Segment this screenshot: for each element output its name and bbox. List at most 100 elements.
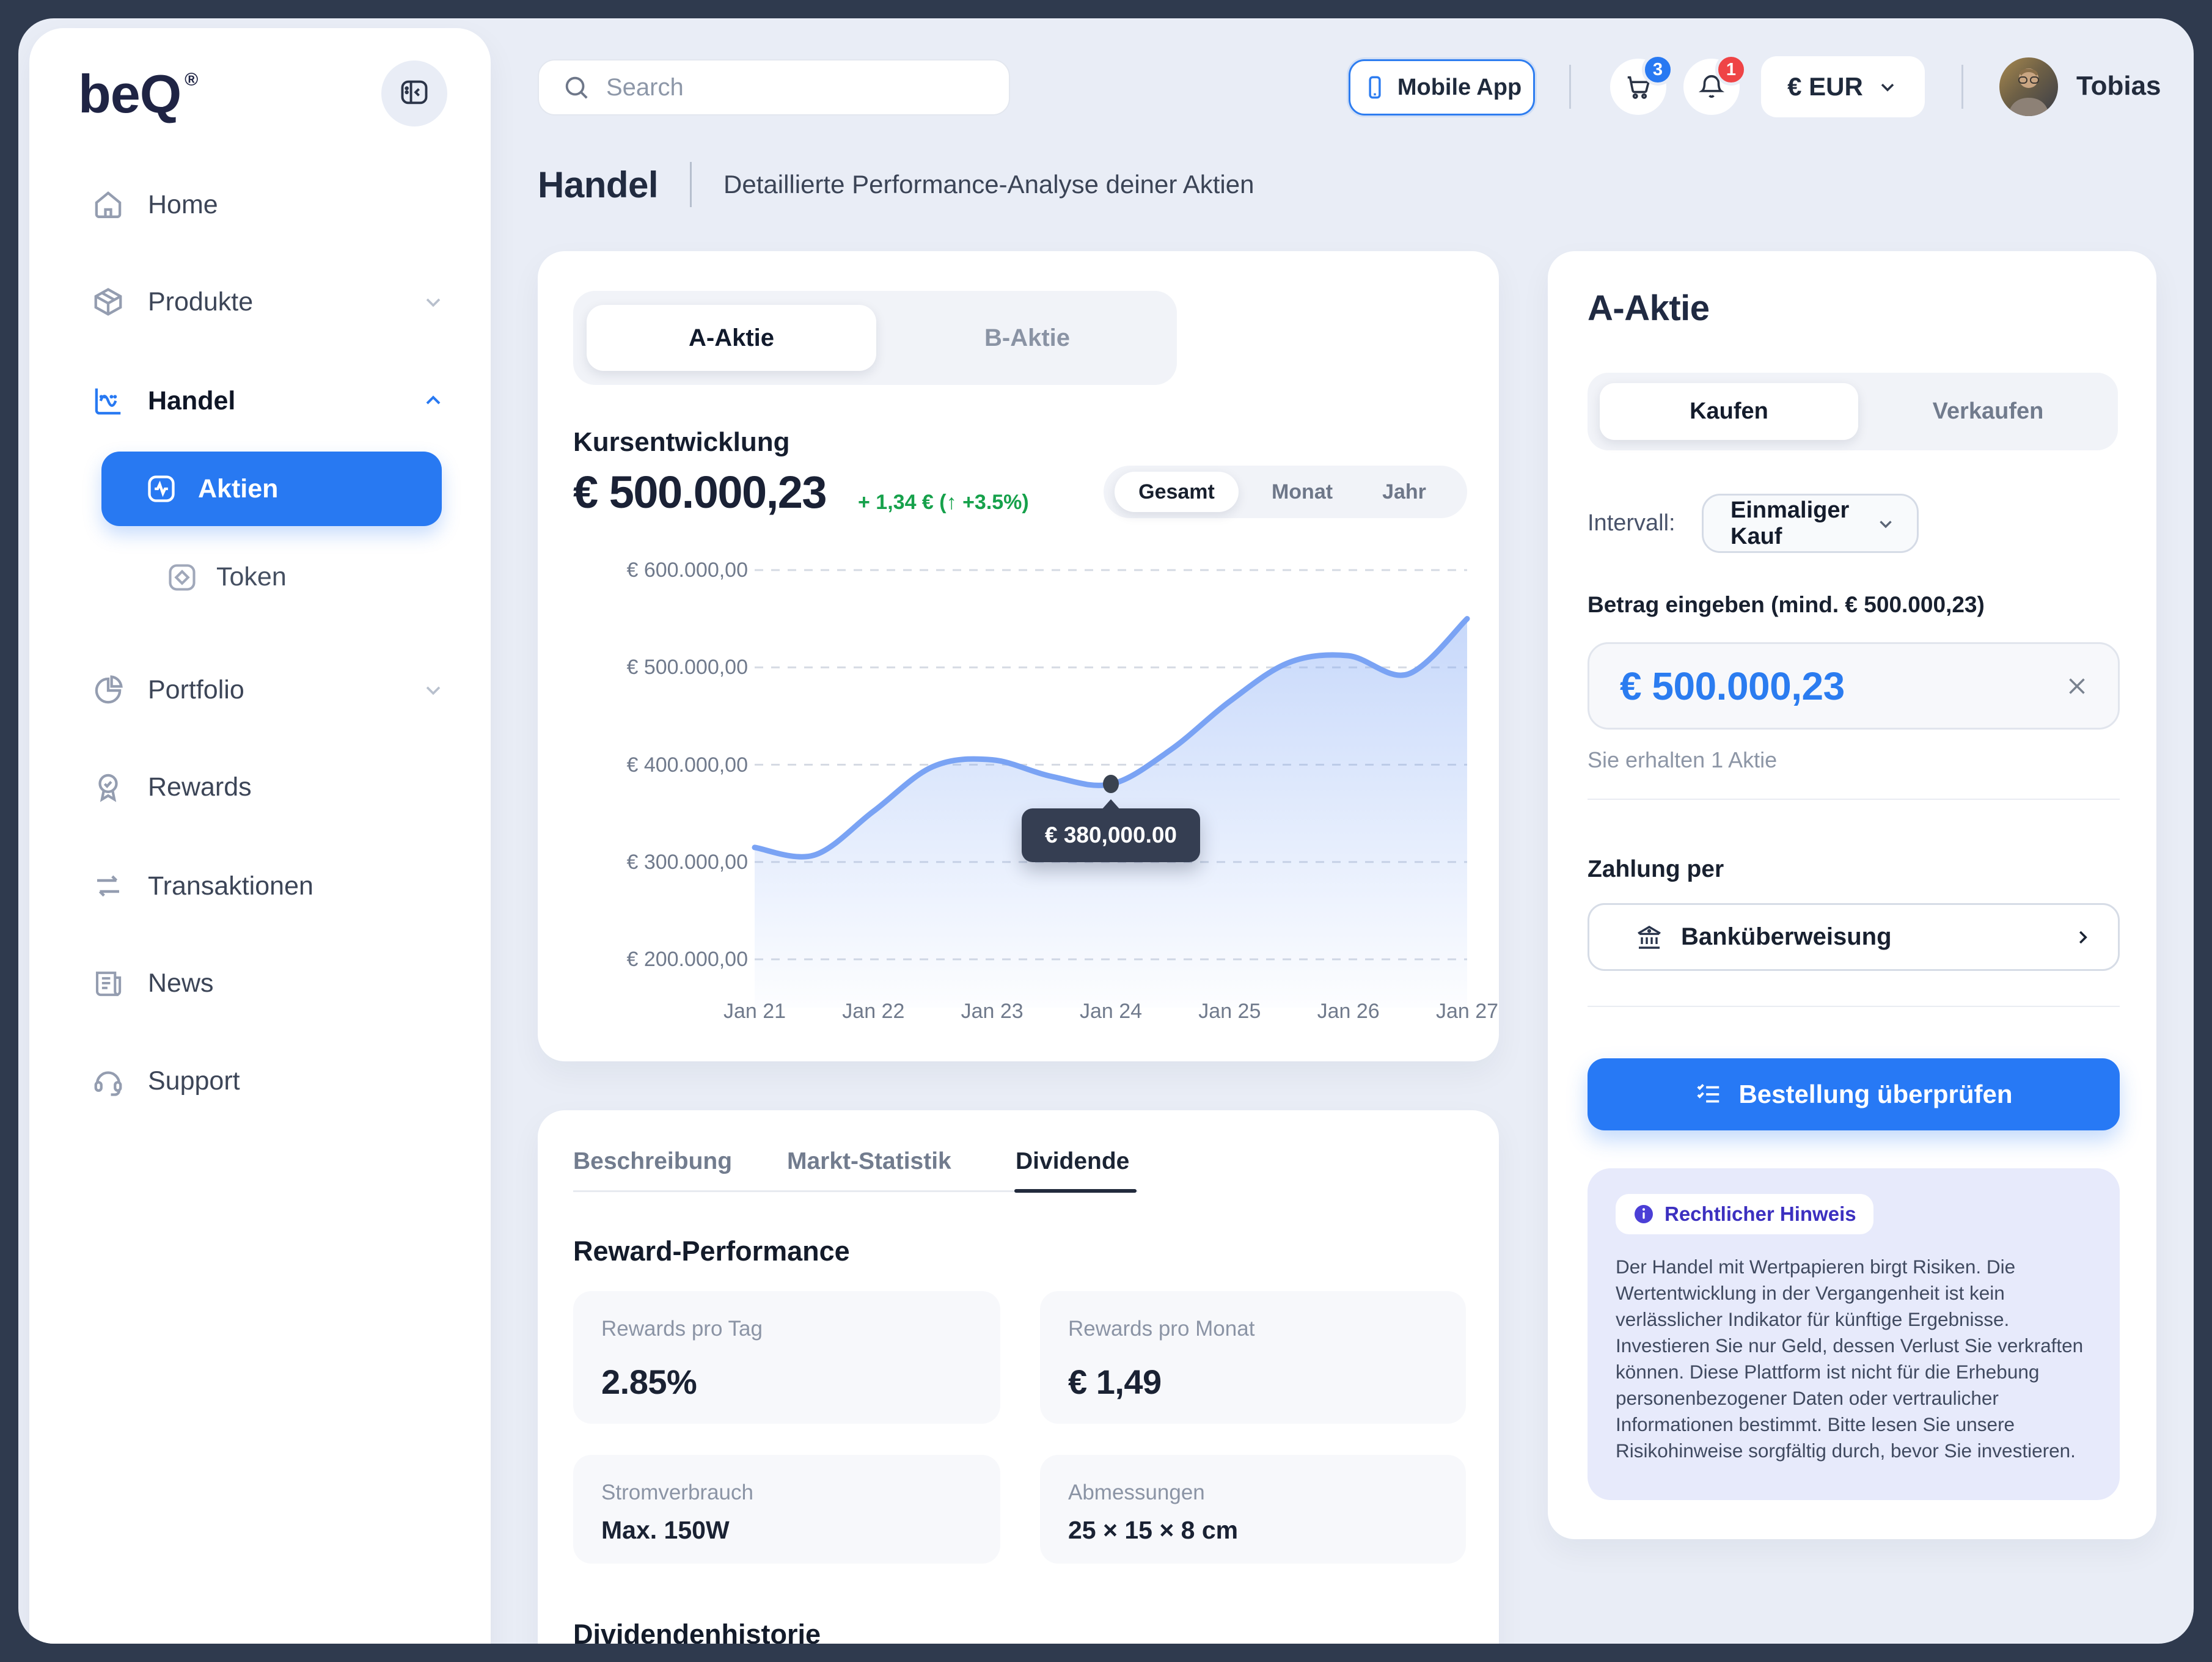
title-divider (690, 162, 692, 207)
receive-note: Sie erhalten 1 Aktie (1588, 747, 1778, 772)
interval-select[interactable]: Einmaliger Kauf (1702, 494, 1919, 553)
clear-amount-icon[interactable] (2063, 672, 2091, 700)
info-icon (1633, 1203, 1655, 1225)
x-axis-label: Jan 22 (842, 1000, 905, 1023)
x-axis-label: Jan 27 (1435, 1000, 1499, 1023)
search-box (538, 59, 1010, 115)
chart-title: Kursentwicklung (573, 427, 790, 457)
notifications-button[interactable]: 1 (1683, 54, 1747, 115)
app-window: beQ ® Home Produkte Handel Aktien Token (18, 18, 2194, 1644)
sidebar-item-handel[interactable]: Handel (54, 370, 466, 431)
sidebar-item-label: Rewards (148, 772, 252, 802)
chevron-down-icon (1877, 76, 1899, 98)
trade-chart-icon (92, 384, 125, 417)
sidebar-item-transaktionen[interactable]: Transaktionen (54, 855, 466, 917)
chevron-down-icon (421, 678, 445, 702)
current-price: € 500.000,23 (573, 467, 827, 518)
section-title-dividendenhistorie: Dividendenhistorie (573, 1619, 821, 1644)
review-order-label: Bestellung überprüfen (1738, 1080, 2013, 1108)
legal-notice: Rechtlicher Hinweis Der Handel mit Wertp… (1588, 1168, 2120, 1500)
logo-text: beQ (78, 64, 181, 124)
y-axis-label: € 300.000,00 (626, 850, 748, 874)
tab-label: A-Aktie (688, 324, 775, 351)
stock-details-card: Beschreibung Markt-Statistik Dividende R… (538, 1110, 1499, 1644)
range-label: Jahr (1382, 480, 1426, 503)
x-axis-label: Jan 21 (723, 1000, 786, 1023)
tab-beschreibung[interactable]: Beschreibung (573, 1148, 733, 1174)
chevron-down-icon (1875, 513, 1896, 534)
tab-a-aktie[interactable]: A-Aktie (587, 305, 876, 371)
range-gesamt[interactable]: Gesamt (1115, 472, 1239, 512)
amount-value: € 500.000,23 (1620, 664, 1845, 708)
review-order-button[interactable]: Bestellung überprüfen (1588, 1058, 2120, 1130)
stat-tile-abmessungen: Abmessungen 25 × 15 × 8 cm (1040, 1455, 1466, 1564)
payment-method-value: Banküberweisung (1681, 923, 1892, 950)
sidebar: beQ ® Home Produkte Handel Aktien Token (29, 28, 491, 1644)
package-icon (92, 285, 125, 318)
chevron-down-icon (421, 290, 445, 314)
avatar[interactable] (1999, 57, 2058, 116)
sidebar-item-label: News (148, 968, 214, 998)
topbar-divider (1961, 65, 1963, 109)
mobile-app-label: Mobile App (1397, 74, 1522, 100)
cart-button[interactable]: 3 (1610, 54, 1674, 115)
sidebar-item-support[interactable]: Support (54, 1050, 466, 1111)
chart-data-point-marker[interactable] (1103, 775, 1119, 794)
sidebar-item-produkte[interactable]: Produkte (54, 271, 466, 332)
tab-dividende[interactable]: Dividende (1016, 1148, 1130, 1174)
stat-label: Rewards pro Tag (601, 1317, 763, 1341)
sidebar-item-news[interactable]: News (54, 953, 466, 1014)
user-name[interactable]: Tobias (2076, 71, 2161, 101)
stat-label: Stromverbrauch (601, 1481, 753, 1504)
sidebar-item-home[interactable]: Home (54, 174, 466, 235)
y-axis-label: € 400.000,00 (626, 753, 748, 777)
currency-selector[interactable]: € EUR (1761, 56, 1925, 117)
sidebar-item-token[interactable]: Token (54, 546, 466, 607)
sidebar-item-rewards[interactable]: Rewards (54, 756, 466, 818)
stat-tile-rewards-pro-tag: Rewards pro Tag 2.85% (573, 1291, 1000, 1424)
page-subtitle: Detaillierte Performance-Analyse deiner … (723, 170, 1254, 199)
newspaper-icon (92, 967, 125, 1000)
tab-verkaufen[interactable]: Verkaufen (1858, 373, 2118, 450)
logo-registered-mark: ® (185, 70, 199, 90)
range-monat[interactable]: Monat (1250, 466, 1354, 518)
sidebar-item-portfolio[interactable]: Portfolio (54, 659, 466, 720)
stat-label: Abmessungen (1068, 1481, 1205, 1504)
order-panel: A-Aktie Kaufen Verkaufen Intervall: Einm… (1548, 251, 2156, 1539)
buy-sell-toggle: Kaufen Verkaufen (1588, 373, 2118, 450)
home-icon (92, 188, 125, 221)
x-axis-label: Jan 25 (1198, 1000, 1261, 1023)
currency-value: € EUR (1787, 72, 1863, 101)
bank-icon (1635, 923, 1664, 952)
range-label: Gesamt (1138, 480, 1215, 503)
sidebar-item-label: Handel (148, 386, 236, 416)
mobile-app-button[interactable]: Mobile App (1349, 59, 1535, 115)
sidebar-item-label: Support (148, 1066, 240, 1096)
amount-input[interactable]: € 500.000,23 (1588, 642, 2120, 730)
chevron-right-icon (2071, 926, 2093, 948)
search-input[interactable] (606, 73, 986, 101)
y-axis-label: € 600.000,00 (626, 558, 748, 582)
range-jahr[interactable]: Jahr (1352, 466, 1456, 518)
order-panel-title: A-Aktie (1588, 288, 1710, 328)
amount-label: Betrag eingeben (mind. € 500.000,23) (1588, 592, 1985, 617)
token-icon (166, 561, 198, 593)
phone-icon (1362, 75, 1388, 100)
chart-tooltip: € 380,000.00 (1022, 808, 1200, 863)
stat-tile-rewards-pro-monat: Rewards pro Monat € 1,49 (1040, 1291, 1466, 1424)
page-title: Handel (538, 164, 659, 205)
topbar-divider (1569, 65, 1571, 109)
tab-markt-statistik[interactable]: Markt-Statistik (787, 1148, 951, 1174)
legal-badge-label: Rechtlicher Hinweis (1664, 1203, 1856, 1225)
sidebar-collapse-icon (398, 76, 430, 111)
sidebar-item-label: Token (216, 562, 287, 591)
price-change-percent: (↑ +3.5%) (939, 491, 1029, 514)
payment-method-button[interactable]: Banküberweisung (1588, 903, 2120, 971)
sidebar-collapse-button[interactable] (381, 60, 447, 126)
sidebar-item-label: Produkte (148, 287, 254, 317)
tab-b-aktie[interactable]: B-Aktie (877, 291, 1177, 385)
tab-kaufen[interactable]: Kaufen (1600, 383, 1858, 440)
pie-chart-icon (92, 673, 125, 706)
divider (1588, 1006, 2120, 1007)
sidebar-item-aktien[interactable]: Aktien (101, 452, 442, 526)
